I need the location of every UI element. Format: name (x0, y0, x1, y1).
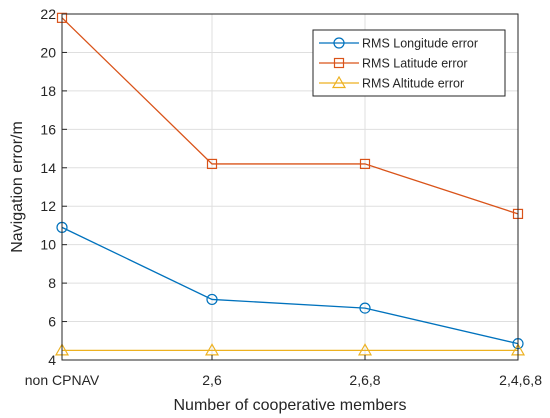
y-axis-label: Navigation error/m (9, 121, 26, 253)
axis-ticks: 4 6 8 10 12 14 16 18 20 22 non CPNAV 2,6 2,6,8 2,4,6,… (25, 6, 542, 388)
data-point-square (206, 158, 218, 170)
data-point-triangle (331, 75, 347, 89)
legend-item: RMS Longitude error (319, 37, 478, 51)
x-tick-label: 2,6,8 (349, 372, 380, 388)
data-point-circle (333, 37, 345, 49)
data-point-square (333, 57, 345, 69)
x-tick-label: 2,4,6,8 (499, 372, 542, 388)
y-tick-label: 6 (48, 314, 56, 330)
data-point-triangle (357, 343, 373, 356)
y-tick-label: 10 (40, 237, 56, 253)
series-line (61, 17, 519, 215)
legend-label: RMS Longitude error (362, 37, 478, 51)
y-tick-label: 4 (48, 352, 56, 368)
x-tick-label: non CPNAV (25, 372, 100, 388)
y-tick-label: 16 (40, 121, 56, 137)
x-tick-label: 2,6 (202, 372, 222, 388)
legend-item: RMS Altitude error (319, 75, 464, 91)
y-tick-label: 18 (40, 83, 56, 99)
data-point-circle (359, 302, 371, 314)
legend: RMS Longitude error RMS Latitude error RMS… (312, 29, 506, 97)
data-point-square (359, 158, 371, 170)
y-tick-label: 8 (48, 275, 56, 291)
y-tick-label: 12 (40, 198, 56, 214)
data-point-triangle (204, 343, 220, 356)
y-tick-label: 20 (40, 44, 56, 60)
x-axis-label: Number of cooperative members (174, 397, 407, 414)
legend-label: RMS Latitude error (362, 57, 468, 71)
y-tick-label: 22 (40, 6, 56, 22)
legend-label: RMS Altitude error (362, 77, 464, 91)
y-tick-label: 14 (40, 160, 56, 176)
series-line (61, 226, 519, 345)
series-2 (54, 343, 526, 356)
data-point-circle (206, 293, 218, 306)
plot-border (61, 13, 519, 361)
legend-item: RMS Latitude error (319, 57, 468, 71)
